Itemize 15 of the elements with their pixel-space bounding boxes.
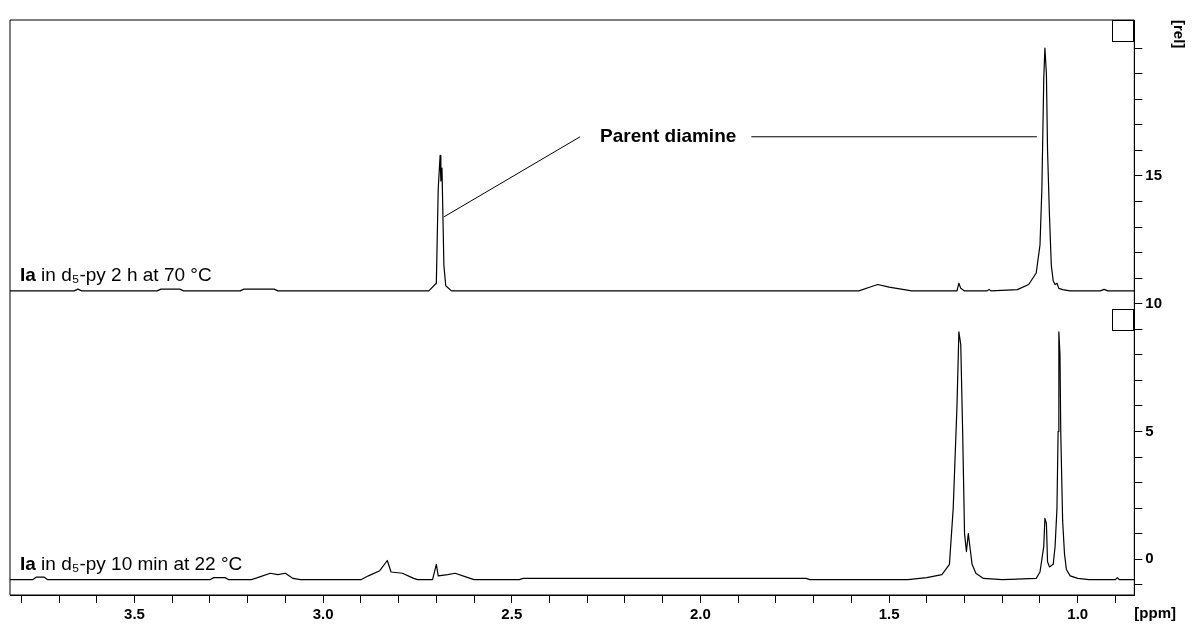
x-tick-label: 2.5 bbox=[501, 605, 523, 623]
x-tick-label: 3.0 bbox=[312, 605, 334, 623]
y-tick-label: 5 bbox=[1145, 421, 1154, 439]
series-label: Ia in d₅-py 2 h at 70 °C bbox=[20, 263, 212, 285]
x-tick-label: 2.0 bbox=[690, 605, 711, 623]
x-tick-label: 1.5 bbox=[878, 605, 900, 623]
y-tick-label: 10 bbox=[1145, 293, 1162, 311]
x-tick-label: 1.0 bbox=[1067, 605, 1089, 623]
y-axis-title: [rel] bbox=[1170, 20, 1188, 49]
annotation: Parent diamine bbox=[600, 125, 737, 147]
y-tick-label: 15 bbox=[1145, 166, 1162, 184]
x-tick-label: 3.5 bbox=[124, 605, 145, 623]
y-tick-label: 0 bbox=[1145, 549, 1154, 567]
series-label: Ia in d₅-py 10 min at 22 °C bbox=[20, 552, 243, 574]
x-axis-title: [ppm] bbox=[1134, 604, 1176, 622]
